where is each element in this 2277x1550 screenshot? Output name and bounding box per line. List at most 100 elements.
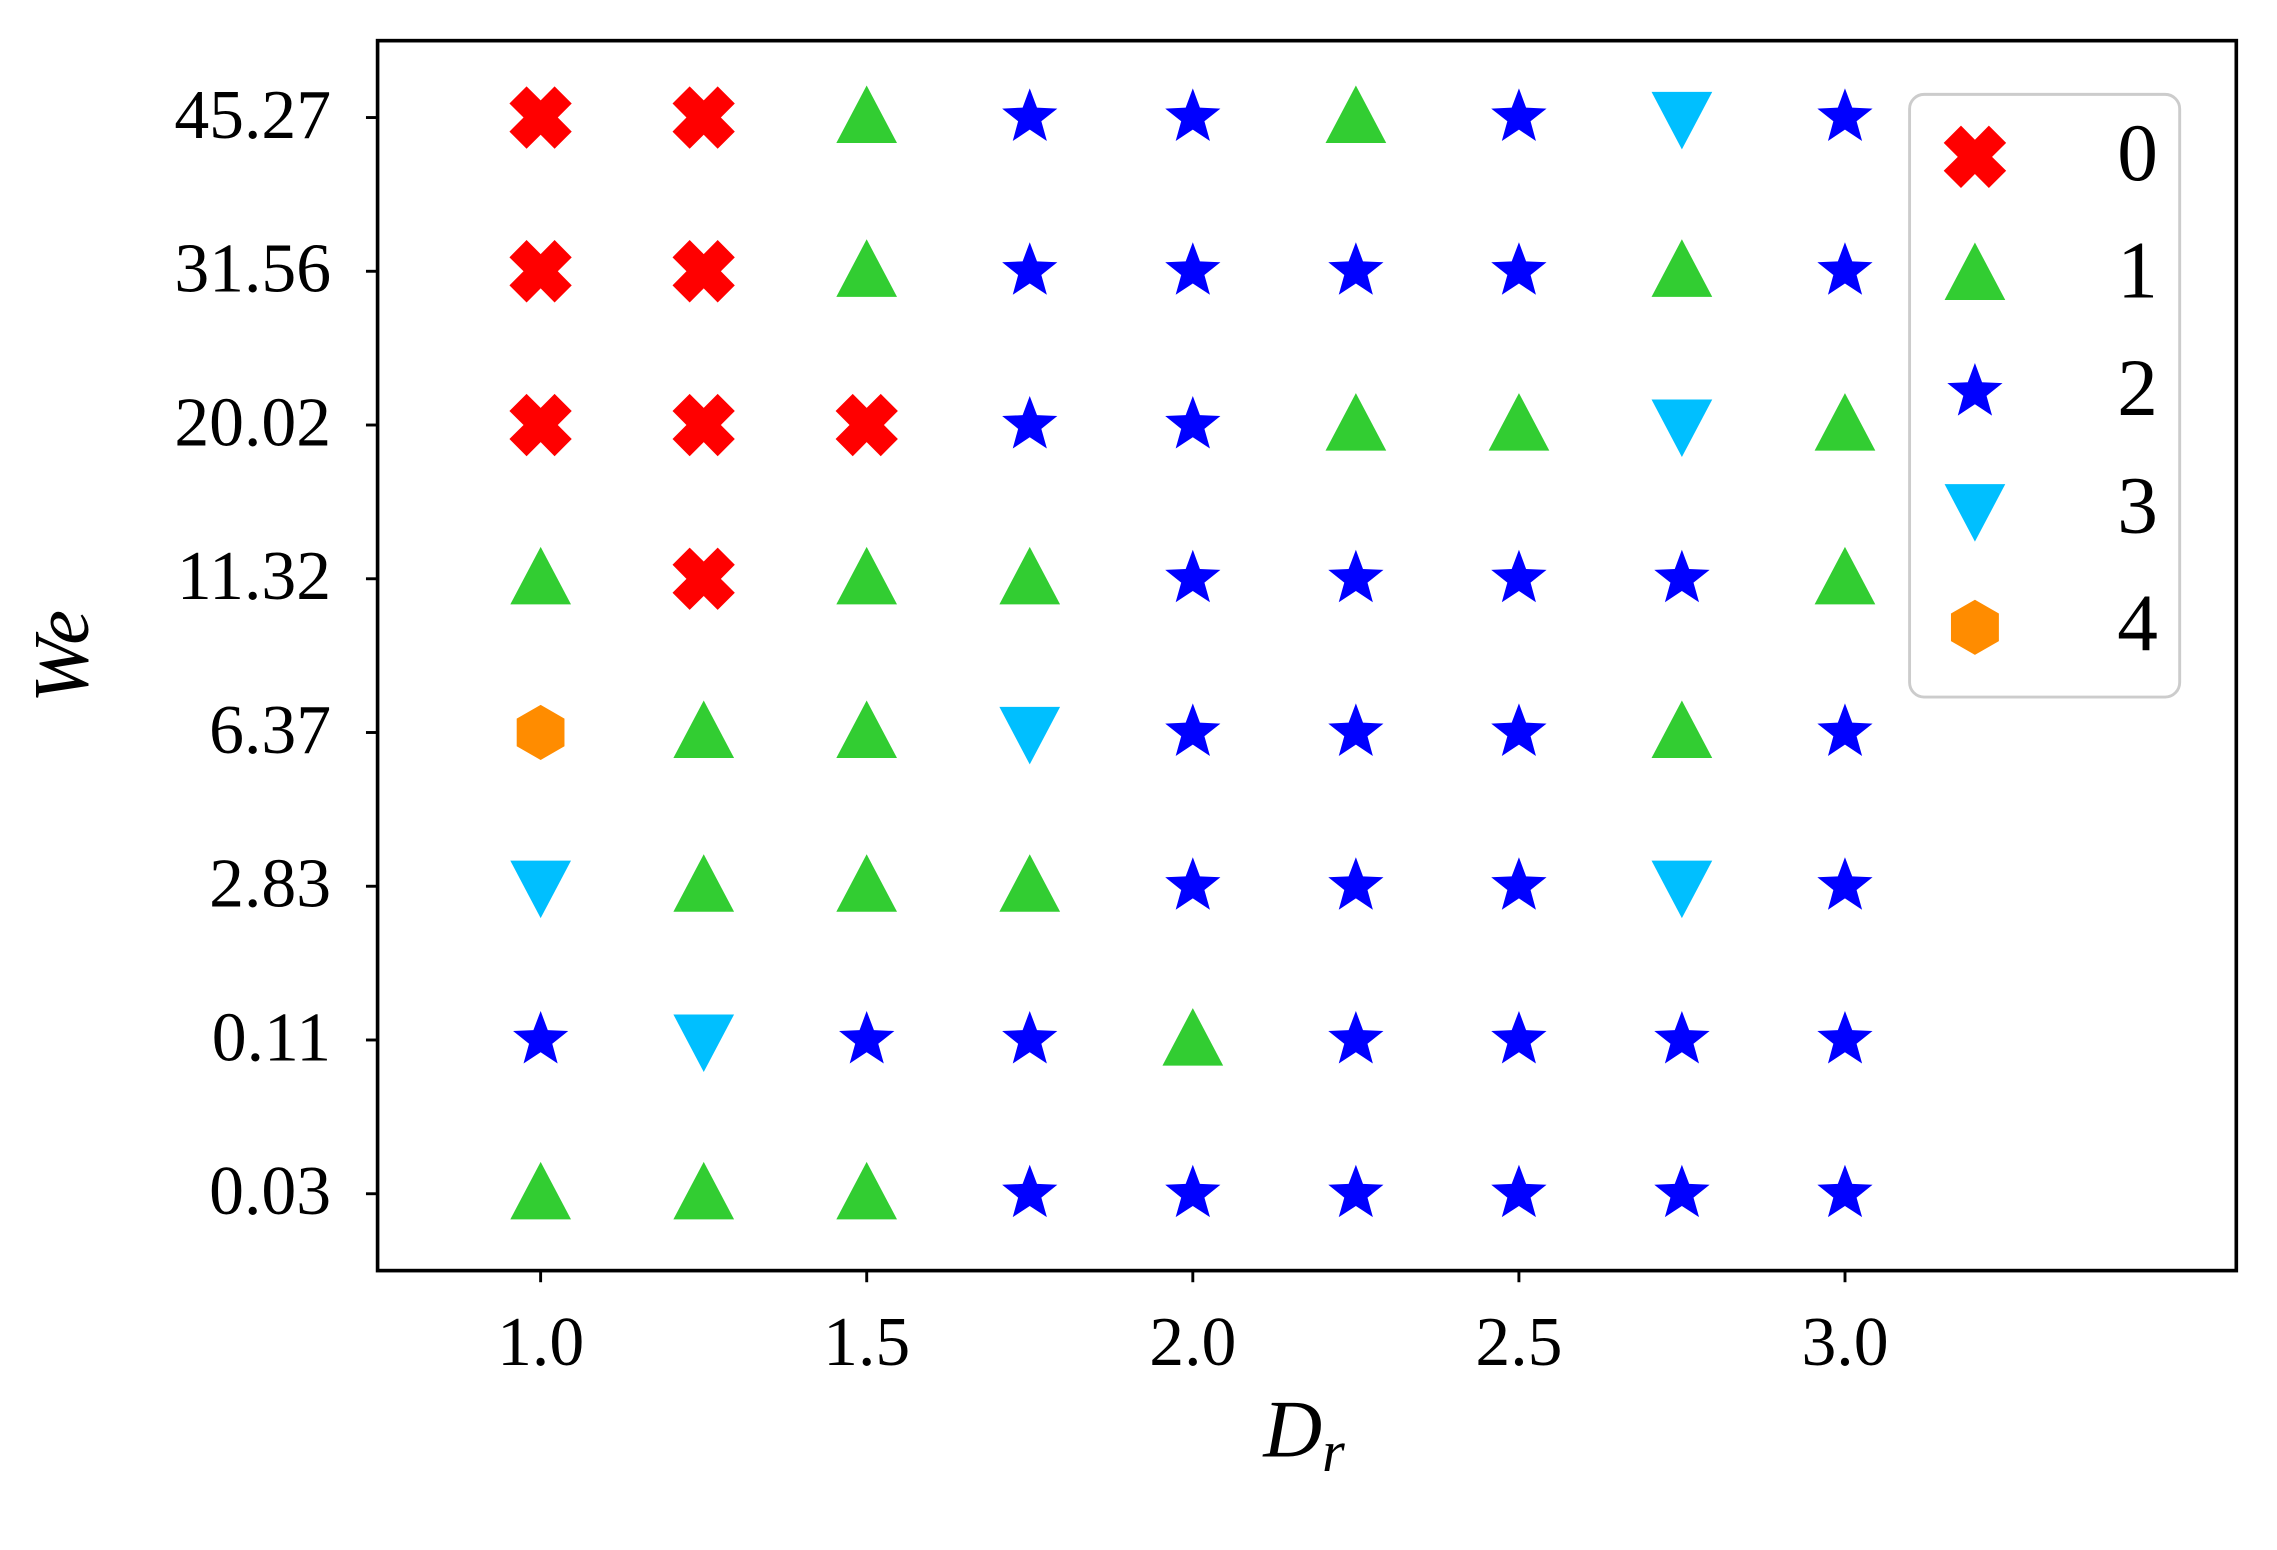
point	[1328, 703, 1384, 756]
point	[1817, 1164, 1873, 1218]
point	[836, 700, 898, 759]
point	[673, 1014, 735, 1072]
y-tick-label: 11.32	[177, 538, 331, 615]
point	[509, 393, 572, 457]
point	[1491, 88, 1547, 142]
point	[510, 860, 572, 919]
x-tick-label: 1.5	[823, 1304, 910, 1381]
point	[999, 546, 1061, 605]
legend-label: 4	[2117, 578, 2158, 668]
point	[1817, 242, 1873, 295]
point	[1328, 857, 1384, 910]
point	[1488, 393, 1550, 451]
point	[1165, 703, 1221, 756]
point	[1002, 88, 1058, 142]
x-tick-label: 2.0	[1149, 1304, 1236, 1381]
point	[999, 706, 1061, 765]
y-tick-label: 31.56	[174, 231, 331, 308]
point	[1654, 1010, 1710, 1064]
x-tick-label: 1.0	[497, 1304, 584, 1381]
point	[1165, 242, 1221, 295]
legend-label: 0	[2117, 108, 2158, 198]
point	[1651, 700, 1713, 759]
point	[1491, 857, 1547, 910]
point	[1491, 1164, 1547, 1218]
y-tick-label: 20.02	[174, 384, 331, 461]
point	[836, 1161, 898, 1220]
point	[1651, 91, 1713, 150]
point	[1654, 549, 1710, 603]
point	[1002, 1164, 1058, 1218]
y-axis-label: We	[18, 610, 105, 703]
legend-marker	[1944, 484, 2006, 542]
y-tick-label: 6.37	[209, 692, 331, 769]
point	[1162, 1008, 1224, 1066]
point	[1165, 857, 1221, 910]
point	[836, 546, 898, 605]
point	[1165, 88, 1221, 142]
point	[1491, 1010, 1547, 1064]
point	[1651, 860, 1713, 919]
legend-label: 2	[2117, 343, 2158, 433]
point	[1328, 1010, 1384, 1064]
point	[1325, 85, 1387, 144]
point	[510, 546, 572, 605]
point	[1817, 857, 1873, 910]
point	[516, 704, 565, 761]
y-tick-label: 2.83	[209, 846, 331, 923]
point	[672, 240, 735, 303]
point	[673, 1161, 735, 1220]
point	[1002, 395, 1058, 449]
legend-label: 3	[2117, 461, 2158, 551]
point	[510, 1161, 572, 1220]
point	[1328, 1164, 1384, 1218]
point	[1651, 239, 1713, 297]
point	[1491, 549, 1547, 603]
plot-frame	[375, 38, 2239, 1273]
legend-marker	[1944, 242, 2006, 301]
x-tick-label: 3.0	[1801, 1304, 1888, 1381]
point	[513, 1010, 569, 1064]
point	[836, 854, 898, 912]
point	[673, 700, 735, 759]
point	[672, 86, 735, 149]
point	[509, 240, 572, 303]
y-tick-label: 0.11	[212, 999, 331, 1076]
point	[836, 85, 898, 144]
legend-marker	[1947, 363, 2003, 416]
point	[1491, 703, 1547, 756]
point	[1002, 1010, 1058, 1064]
y-tick-label: 0.03	[209, 1153, 331, 1230]
point	[1165, 395, 1221, 449]
point	[672, 393, 735, 457]
point	[1814, 546, 1876, 605]
point	[999, 854, 1061, 912]
legend-label: 1	[2117, 225, 2158, 315]
point	[1002, 242, 1058, 295]
point	[1325, 393, 1387, 451]
x-tick-label: 2.5	[1475, 1304, 1562, 1381]
point	[1817, 703, 1873, 756]
point	[1817, 1010, 1873, 1064]
y-tick-label: 45.27	[174, 77, 331, 154]
point	[1165, 1164, 1221, 1218]
point	[1651, 399, 1713, 457]
point	[839, 1010, 895, 1064]
point	[1654, 1164, 1710, 1218]
x-axis-label-main: D	[1262, 1384, 1322, 1474]
legend-marker	[1943, 125, 2007, 189]
point	[1328, 549, 1384, 603]
point	[1328, 242, 1384, 295]
legend-box	[1908, 92, 2182, 699]
point	[836, 239, 898, 297]
point	[835, 393, 898, 457]
point	[1817, 88, 1873, 142]
point	[509, 86, 572, 149]
x-axis-label: Dr	[1262, 1384, 1345, 1484]
point	[1491, 242, 1547, 295]
point	[672, 547, 735, 610]
legend-marker	[1950, 599, 1999, 655]
point	[1814, 393, 1876, 451]
point	[1165, 549, 1221, 603]
